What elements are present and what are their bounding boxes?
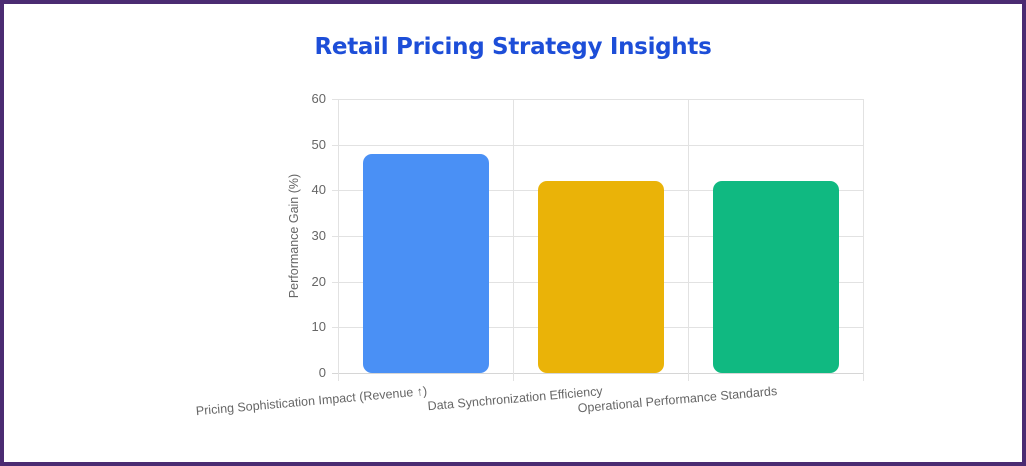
y-tick-label: 20 (311, 273, 326, 289)
bar-2[interactable] (712, 181, 839, 373)
gridline-horizontal (332, 144, 863, 146)
gridline-horizontal (332, 373, 863, 374)
plot-area (332, 99, 864, 381)
y-tick-label: 60 (311, 91, 326, 106)
gridline-vertical (688, 99, 689, 381)
y-tick-label: 30 (311, 228, 326, 243)
y-tick-label: 0 (318, 365, 326, 380)
chart-title: Retail Pricing Strategy Insights (314, 34, 712, 60)
bar-1[interactable] (537, 181, 664, 373)
gridline-vertical (513, 99, 514, 381)
gridline-vertical (863, 99, 864, 381)
gridline-horizontal (332, 99, 863, 100)
bar-0[interactable] (362, 153, 489, 373)
y-tick-label: 50 (311, 136, 326, 152)
gridline-vertical (338, 99, 339, 381)
y-tick-label: 10 (311, 319, 326, 335)
y-tick-label: 40 (311, 182, 326, 198)
